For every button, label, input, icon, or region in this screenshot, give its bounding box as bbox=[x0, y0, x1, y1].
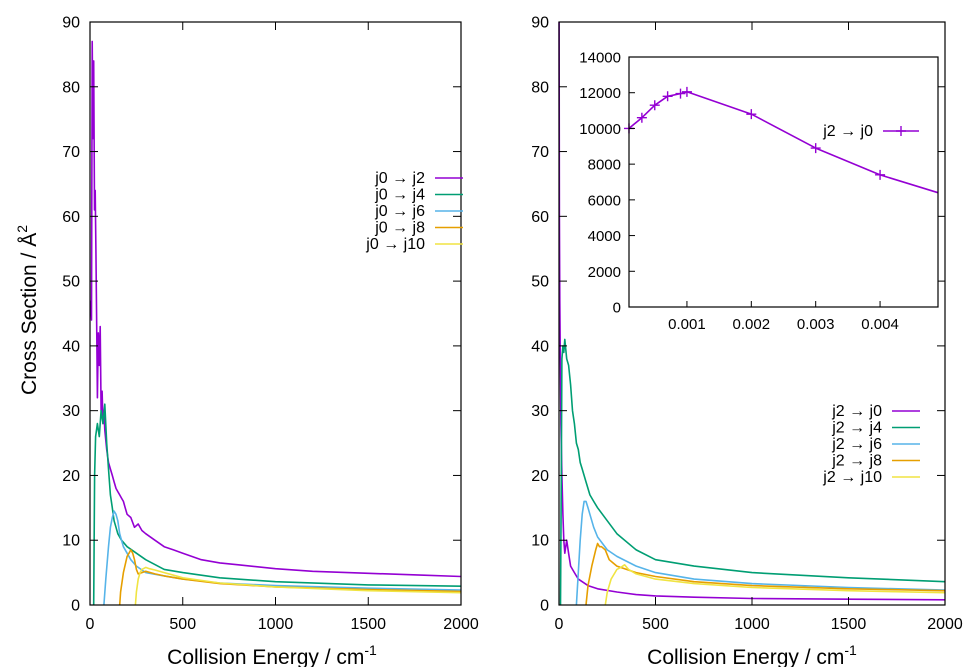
inset-x-tick-label: 0.001 bbox=[668, 316, 706, 333]
inset-y-tick-label: 14000 bbox=[579, 50, 621, 67]
y-axis-label: Cross Section / Å2 bbox=[14, 225, 41, 395]
right-series-line-4 bbox=[604, 563, 946, 606]
inset-series-marker bbox=[662, 91, 673, 102]
left-y-tick-label: 30 bbox=[62, 403, 80, 420]
left-x-tick-label: 2000 bbox=[443, 616, 479, 633]
left-legend-label: j0 → j2 bbox=[374, 170, 425, 187]
right-y-tick-label: 50 bbox=[531, 274, 549, 291]
inset-series-marker bbox=[681, 86, 692, 97]
left-legend-label: j0 → j10 bbox=[365, 236, 425, 253]
right-series-line-1 bbox=[559, 338, 946, 606]
inset-x-tick-label: 0.003 bbox=[797, 316, 835, 333]
y-axis-label-sup: 2 bbox=[14, 225, 30, 233]
left-legend-label: j0 → j6 bbox=[374, 203, 425, 220]
inset-x-tick-label: 0.004 bbox=[861, 316, 899, 333]
right-x-tick-label: 1500 bbox=[831, 616, 867, 633]
right-x-tick-label: 2000 bbox=[927, 616, 963, 633]
right-y-tick-label: 70 bbox=[531, 144, 549, 161]
inset-series-marker bbox=[875, 169, 886, 180]
inset-chart: 0.001 0.002 0.003 0.004 0 2000 4000 6000 8000 100… bbox=[579, 50, 939, 333]
right-legend-label: j2 → j4 bbox=[831, 420, 882, 437]
inset-legend: j2 → j0 bbox=[822, 123, 919, 140]
inset-y-tick-label: 8000 bbox=[588, 157, 621, 174]
left-x-tick-label: 1000 bbox=[258, 616, 294, 633]
left-y-tick-label: 40 bbox=[62, 338, 80, 355]
left-legend-label: j0 → j8 bbox=[374, 220, 425, 237]
left-y-tick-label: 10 bbox=[62, 533, 80, 550]
right-y-tick-label: 40 bbox=[531, 338, 549, 355]
right-series-line-3 bbox=[585, 542, 946, 606]
right-y-tick-label: 30 bbox=[531, 403, 549, 420]
inset-legend-label: j2 → j0 bbox=[822, 123, 873, 140]
inset-series-marker bbox=[810, 143, 821, 154]
inset-y-tick-label: 0 bbox=[613, 300, 621, 317]
left-x-tick-label: 500 bbox=[169, 616, 196, 633]
left-legend-label: j0 → j4 bbox=[374, 187, 425, 204]
right-y-tick-label: 0 bbox=[540, 598, 549, 615]
right-x-tick-label: 0 bbox=[555, 616, 564, 633]
inset-y-tick-label: 4000 bbox=[588, 228, 621, 245]
left-y-tick-label: 50 bbox=[62, 274, 80, 291]
inset-legend-marker bbox=[896, 126, 906, 136]
left-y-tick-label: 0 bbox=[71, 598, 80, 615]
right-series-line-0 bbox=[558, 21, 946, 601]
x-axis-label-right: Collision Energy / cm-1 bbox=[647, 642, 857, 667]
right-y-tick-label: 80 bbox=[531, 79, 549, 96]
right-x-tick-label: 500 bbox=[642, 616, 669, 633]
inset-plot-frame bbox=[628, 56, 939, 308]
left-y-tick-label: 80 bbox=[62, 79, 80, 96]
left-series-line-4 bbox=[134, 566, 462, 606]
right-y-tick-label: 90 bbox=[531, 15, 549, 32]
left-plot-frame bbox=[89, 21, 462, 606]
right-legend-label: j2 → j8 bbox=[831, 453, 882, 470]
left-y-tick-label: 70 bbox=[62, 144, 80, 161]
inset-y-tick-label: 10000 bbox=[579, 121, 621, 138]
chart-left: 0 500 1000 1500 2000 0 10 20 30 40 50 60 70 80 90 j0 → … bbox=[62, 15, 479, 634]
x-axis-label-left: Collision Energy / cm-1 bbox=[167, 642, 377, 667]
inset-series-marker bbox=[636, 112, 647, 123]
inset-series-marker bbox=[649, 100, 660, 111]
left-series-line-1 bbox=[92, 403, 462, 606]
right-legend-label: j2 → j0 bbox=[831, 403, 882, 420]
inset-series-line-0 bbox=[628, 91, 939, 194]
right-legend-label: j2 → j6 bbox=[831, 436, 882, 453]
left-y-tick-label: 20 bbox=[62, 468, 80, 485]
inset-series-marker bbox=[746, 109, 757, 120]
chart-right: 0 500 1000 1500 2000 0 10 20 30 40 50 60 70 80 90 j2 → … bbox=[531, 15, 963, 634]
left-x-tick-label: 0 bbox=[86, 616, 95, 633]
right-y-tick-label: 10 bbox=[531, 533, 549, 550]
left-x-tick-label: 1500 bbox=[350, 616, 386, 633]
left-series-line-3 bbox=[118, 549, 462, 606]
left-series-line-0 bbox=[89, 40, 462, 578]
inset-y-tick-label: 12000 bbox=[579, 85, 621, 102]
right-y-tick-label: 20 bbox=[531, 468, 549, 485]
inset-y-tick-label: 6000 bbox=[588, 192, 621, 209]
right-y-tick-label: 60 bbox=[531, 209, 549, 226]
inset-y-tick-label: 2000 bbox=[588, 264, 621, 281]
right-series-line-2 bbox=[575, 500, 946, 606]
inset-background bbox=[629, 57, 938, 307]
left-y-tick-label: 60 bbox=[62, 209, 80, 226]
right-x-tick-label: 1000 bbox=[734, 616, 770, 633]
left-y-tick-label: 90 bbox=[62, 15, 80, 32]
right-legend-label: j2 → j10 bbox=[822, 469, 882, 486]
inset-series-marker bbox=[675, 88, 686, 99]
inset-x-tick-label: 0.002 bbox=[733, 316, 771, 333]
